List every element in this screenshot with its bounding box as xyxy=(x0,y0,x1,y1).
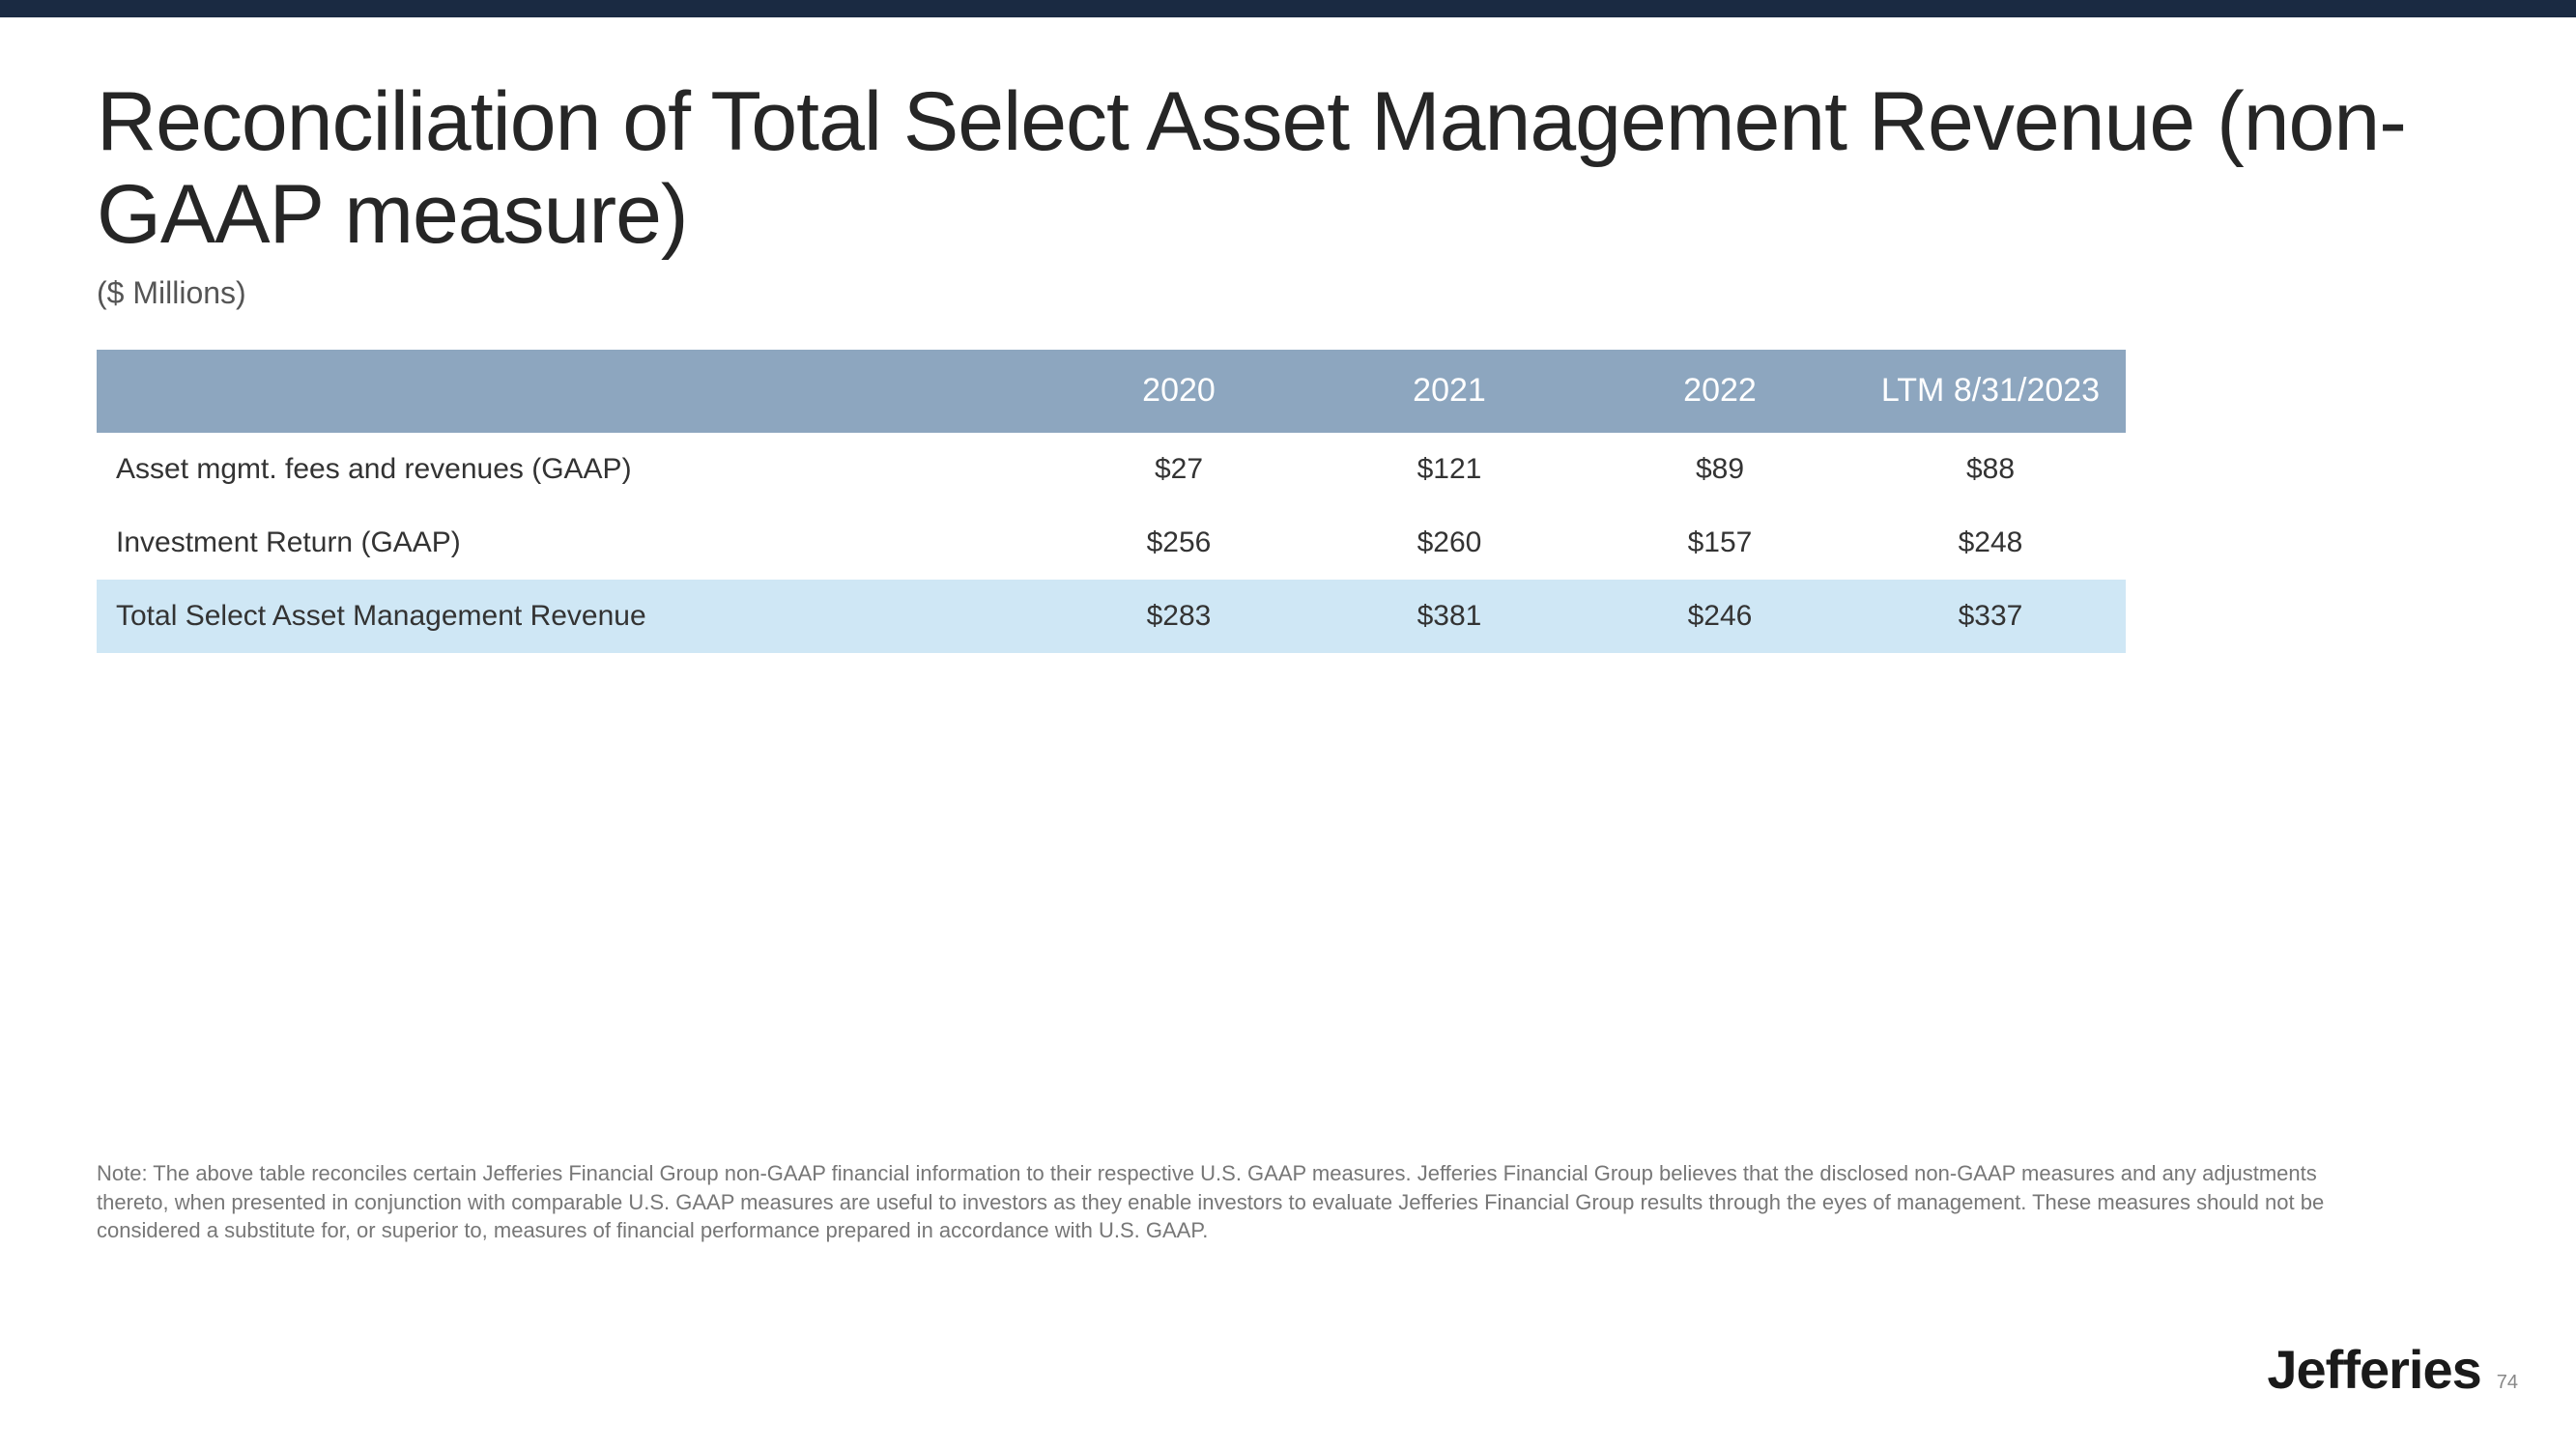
cell: $381 xyxy=(1314,580,1585,653)
cell: $248 xyxy=(1855,506,2126,580)
row-label: Total Select Asset Management Revenue xyxy=(97,580,1044,653)
cell: $246 xyxy=(1585,580,1855,653)
header-col-2022: 2022 xyxy=(1585,350,1855,433)
table-body: Asset mgmt. fees and revenues (GAAP) $27… xyxy=(97,433,2126,653)
table-row-total: Total Select Asset Management Revenue $2… xyxy=(97,580,2126,653)
cell: $157 xyxy=(1585,506,1855,580)
content-area: Reconciliation of Total Select Asset Man… xyxy=(0,17,2576,653)
cell: $27 xyxy=(1044,433,1314,506)
cell: $89 xyxy=(1585,433,1855,506)
page-title: Reconciliation of Total Select Asset Man… xyxy=(97,75,2479,262)
cell: $88 xyxy=(1855,433,2126,506)
cell: $337 xyxy=(1855,580,2126,653)
brand-logo: Jefferies xyxy=(2267,1338,2480,1401)
slide-footer: Jefferies 74 xyxy=(2267,1338,2518,1401)
reconciliation-table: 2020 2021 2022 LTM 8/31/2023 Asset mgmt.… xyxy=(97,350,2126,653)
cell: $283 xyxy=(1044,580,1314,653)
page-subtitle: ($ Millions) xyxy=(97,275,2479,311)
row-label: Asset mgmt. fees and revenues (GAAP) xyxy=(97,433,1044,506)
header-blank xyxy=(97,350,1044,433)
cell: $260 xyxy=(1314,506,1585,580)
table-row: Asset mgmt. fees and revenues (GAAP) $27… xyxy=(97,433,2126,506)
page-number: 74 xyxy=(2497,1372,2518,1394)
reconciliation-table-wrap: 2020 2021 2022 LTM 8/31/2023 Asset mgmt.… xyxy=(97,350,2479,653)
header-col-2021: 2021 xyxy=(1314,350,1585,433)
cell: $121 xyxy=(1314,433,1585,506)
cell: $256 xyxy=(1044,506,1314,580)
table-row: Investment Return (GAAP) $256 $260 $157 … xyxy=(97,506,2126,580)
footnote: Note: The above table reconciles certain… xyxy=(97,1159,2325,1245)
row-label: Investment Return (GAAP) xyxy=(97,506,1044,580)
slide: Reconciliation of Total Select Asset Man… xyxy=(0,0,2576,1449)
header-col-ltm: LTM 8/31/2023 xyxy=(1855,350,2126,433)
table-header-row: 2020 2021 2022 LTM 8/31/2023 xyxy=(97,350,2126,433)
top-bar xyxy=(0,0,2576,17)
header-col-2020: 2020 xyxy=(1044,350,1314,433)
